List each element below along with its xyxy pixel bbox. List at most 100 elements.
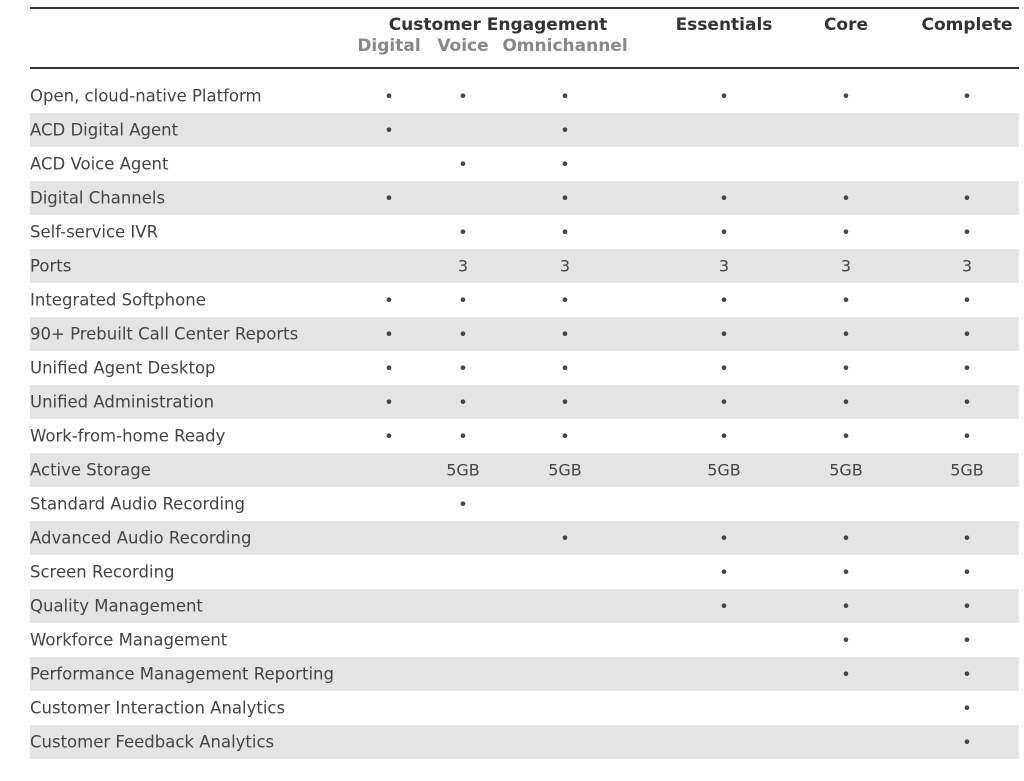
- cell: •: [458, 358, 468, 378]
- cell: •: [719, 324, 729, 344]
- cell: 5GB: [548, 460, 582, 480]
- cell: •: [560, 392, 570, 412]
- cell: •: [962, 664, 972, 684]
- cell: •: [962, 698, 972, 718]
- row-stripe: [30, 113, 1019, 147]
- group-header: Customer Engagement: [388, 15, 608, 35]
- cell: •: [962, 222, 972, 242]
- subcolumn-header: Omnichannel: [502, 36, 628, 56]
- cell: •: [719, 596, 729, 616]
- cell: •: [560, 528, 570, 548]
- row-label: Standard Audio Recording: [30, 494, 245, 514]
- cell: •: [458, 290, 468, 310]
- cell: •: [719, 358, 729, 378]
- cell: •: [458, 86, 468, 106]
- cell: •: [841, 188, 851, 208]
- cell: •: [458, 154, 468, 174]
- cell: 5GB: [707, 460, 741, 480]
- cell: •: [962, 188, 972, 208]
- cell: •: [719, 188, 729, 208]
- cell: •: [458, 222, 468, 242]
- cell: •: [962, 562, 972, 582]
- cell: •: [560, 324, 570, 344]
- column-header: Complete: [921, 15, 1013, 35]
- row-label: Workforce Management: [30, 630, 228, 650]
- cell: •: [719, 222, 729, 242]
- row-label: Digital Channels: [30, 188, 166, 208]
- row-label: Ports: [30, 256, 72, 276]
- cell: •: [841, 528, 851, 548]
- cell: •: [458, 324, 468, 344]
- cell: •: [841, 630, 851, 650]
- cell: •: [560, 426, 570, 446]
- row-label: ACD Voice Agent: [30, 154, 169, 174]
- row-label: 90+ Prebuilt Call Center Reports: [30, 324, 299, 344]
- cell: 5GB: [446, 460, 480, 480]
- column-header: Core: [823, 15, 869, 35]
- cell: •: [841, 290, 851, 310]
- cell: •: [962, 392, 972, 412]
- cell: 3: [718, 256, 730, 276]
- cell: •: [384, 392, 394, 412]
- cell: •: [719, 392, 729, 412]
- subcolumn-header: Digital: [357, 36, 421, 56]
- cell: •: [384, 120, 394, 140]
- cell: •: [841, 86, 851, 106]
- cell: 5GB: [950, 460, 984, 480]
- cell: •: [560, 188, 570, 208]
- cell: •: [962, 732, 972, 752]
- cell: •: [560, 86, 570, 106]
- row-stripe: [30, 385, 1019, 419]
- cell: 3: [840, 256, 852, 276]
- column-header: Essentials: [675, 15, 773, 35]
- cell: •: [384, 358, 394, 378]
- cell: 3: [457, 256, 469, 276]
- cell: •: [384, 426, 394, 446]
- cell: •: [962, 290, 972, 310]
- row-stripe: [30, 589, 1019, 623]
- subcolumn-header: Voice: [437, 36, 489, 56]
- row-stripe: [30, 453, 1019, 487]
- cell: •: [841, 324, 851, 344]
- top-rule: [30, 7, 1019, 9]
- cell: •: [719, 290, 729, 310]
- row-label: Work-from-home Ready: [30, 426, 226, 446]
- row-label: Unified Administration: [30, 392, 215, 412]
- row-label: Active Storage: [30, 460, 151, 480]
- cell: •: [841, 392, 851, 412]
- row-label: Open, cloud-native Platform: [30, 86, 262, 106]
- cell: •: [560, 154, 570, 174]
- cell: •: [962, 528, 972, 548]
- cell: •: [962, 86, 972, 106]
- cell: •: [458, 392, 468, 412]
- cell: •: [962, 358, 972, 378]
- cell: •: [719, 86, 729, 106]
- row-label: Unified Agent Desktop: [30, 358, 216, 378]
- cell: •: [458, 426, 468, 446]
- cell: •: [841, 562, 851, 582]
- cell: •: [384, 86, 394, 106]
- row-label: Screen Recording: [30, 562, 175, 582]
- cell: •: [841, 664, 851, 684]
- cell: •: [458, 494, 468, 514]
- row-stripe: [30, 725, 1019, 759]
- cell: 5GB: [829, 460, 863, 480]
- cell: 3: [961, 256, 973, 276]
- header-rule: [30, 67, 1019, 69]
- cell: •: [560, 222, 570, 242]
- cell: •: [841, 358, 851, 378]
- row-label: Customer Feedback Analytics: [30, 732, 275, 752]
- cell: 3: [559, 256, 571, 276]
- cell: •: [841, 426, 851, 446]
- cell: •: [841, 222, 851, 242]
- cell: •: [962, 324, 972, 344]
- row-label: Performance Management Reporting: [30, 664, 334, 684]
- row-stripe: [30, 521, 1019, 555]
- cell: •: [384, 188, 394, 208]
- cell: •: [384, 324, 394, 344]
- cell: •: [560, 290, 570, 310]
- cell: •: [719, 426, 729, 446]
- row-label: Advanced Audio Recording: [30, 528, 252, 548]
- row-stripe: [30, 249, 1019, 283]
